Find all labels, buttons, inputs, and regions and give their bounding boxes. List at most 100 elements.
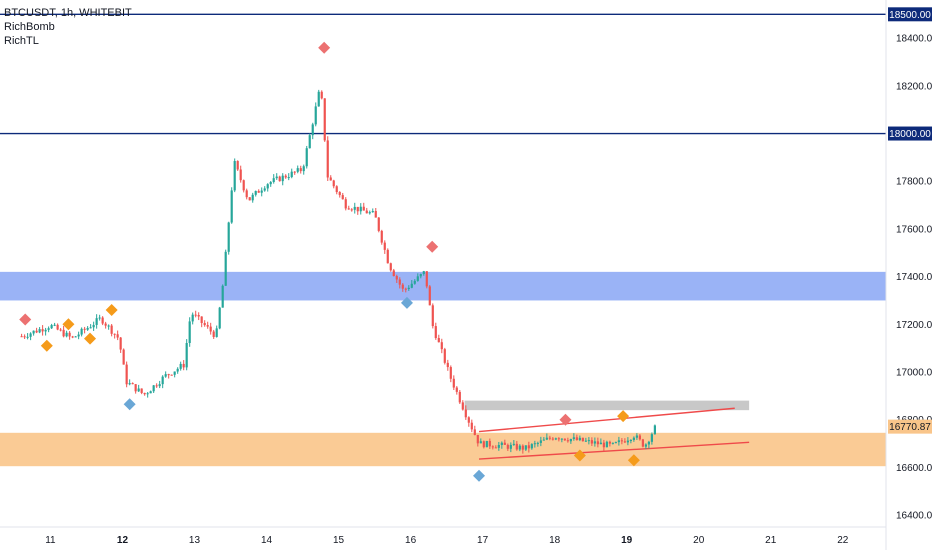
candle[interactable] [191,312,194,325]
candle[interactable] [536,441,539,447]
candle[interactable] [26,333,29,340]
candle[interactable] [23,334,26,339]
candle[interactable] [440,338,443,354]
candle[interactable] [533,440,536,448]
candle[interactable] [110,324,113,337]
candle[interactable] [188,317,191,347]
candle[interactable] [593,437,596,447]
candle[interactable] [197,312,200,321]
candle[interactable] [89,324,92,329]
candle[interactable] [257,189,260,193]
candle[interactable] [323,98,326,142]
candle[interactable] [278,175,281,182]
candle[interactable] [107,324,110,330]
candle[interactable] [362,202,365,211]
candle[interactable] [20,333,23,338]
signal-marker-13[interactable] [627,454,640,467]
candle[interactable] [626,437,629,446]
candle[interactable] [122,348,125,365]
candle[interactable] [293,171,296,175]
candle[interactable] [248,197,251,201]
candle[interactable] [227,221,230,255]
candle[interactable] [344,197,347,211]
candle[interactable] [86,326,89,331]
candle[interactable] [218,306,221,330]
candle[interactable] [590,437,593,446]
current-price-tag[interactable] [888,419,932,434]
candle[interactable] [134,384,137,394]
candle[interactable] [581,437,584,442]
candle[interactable] [176,367,179,374]
candle[interactable] [380,229,383,245]
candle[interactable] [506,443,509,451]
candle[interactable] [242,179,245,193]
candle[interactable] [434,322,437,340]
candle[interactable] [374,207,377,218]
candle[interactable] [485,440,488,448]
candle[interactable] [104,321,107,329]
candle[interactable] [416,273,419,282]
candle[interactable] [557,437,560,442]
candle[interactable] [335,185,338,195]
candle[interactable] [311,122,314,140]
candle[interactable] [47,326,50,333]
candle[interactable] [50,323,53,329]
candle[interactable] [383,240,386,254]
candle[interactable] [59,328,62,332]
signal-marker-5[interactable] [123,398,136,411]
candle[interactable] [29,332,32,341]
candle[interactable] [455,386,458,395]
candle[interactable] [302,164,305,175]
candle[interactable] [164,371,167,378]
signal-marker-3[interactable] [84,332,97,345]
trendline-1[interactable] [478,441,750,460]
candle[interactable] [530,443,533,450]
candle[interactable] [422,270,425,276]
candle[interactable] [131,382,134,385]
candle[interactable] [332,179,335,189]
candle[interactable] [92,321,95,331]
candle[interactable] [287,173,290,181]
candle[interactable] [650,432,653,445]
signal-marker-10[interactable] [559,413,572,426]
candle[interactable] [32,330,35,336]
signal-marker-11[interactable] [573,449,586,462]
signal-marker-7[interactable] [400,296,413,309]
candle[interactable] [647,440,650,449]
candle[interactable] [512,440,515,446]
candle[interactable] [548,435,551,441]
candle[interactable] [320,90,323,100]
candle[interactable] [452,375,455,391]
candle[interactable] [407,285,410,291]
candle[interactable] [653,424,656,435]
candle[interactable] [140,388,143,395]
candle[interactable] [473,425,476,436]
candle[interactable] [359,203,362,215]
candle[interactable] [479,438,482,444]
candle[interactable] [494,445,497,449]
candle[interactable] [158,380,161,389]
candle[interactable] [179,361,182,371]
candle[interactable] [305,145,308,169]
candle[interactable] [341,192,344,200]
signal-marker-0[interactable] [19,313,32,326]
candle[interactable] [209,322,212,335]
candle[interactable] [392,268,395,277]
candle[interactable] [236,160,239,171]
signal-marker-6[interactable] [318,41,331,54]
candle[interactable] [605,440,608,448]
candle[interactable] [464,405,467,420]
candle[interactable] [308,133,311,149]
candle[interactable] [578,435,581,442]
candle[interactable] [74,336,77,338]
candle[interactable] [254,190,257,197]
candle[interactable] [449,365,452,383]
candle[interactable] [152,384,155,393]
candle[interactable] [500,441,503,449]
zone-1[interactable] [0,432,886,467]
signal-marker-9[interactable] [473,469,486,482]
candle[interactable] [470,419,473,433]
candle[interactable] [128,379,131,386]
candle[interactable] [602,439,605,452]
